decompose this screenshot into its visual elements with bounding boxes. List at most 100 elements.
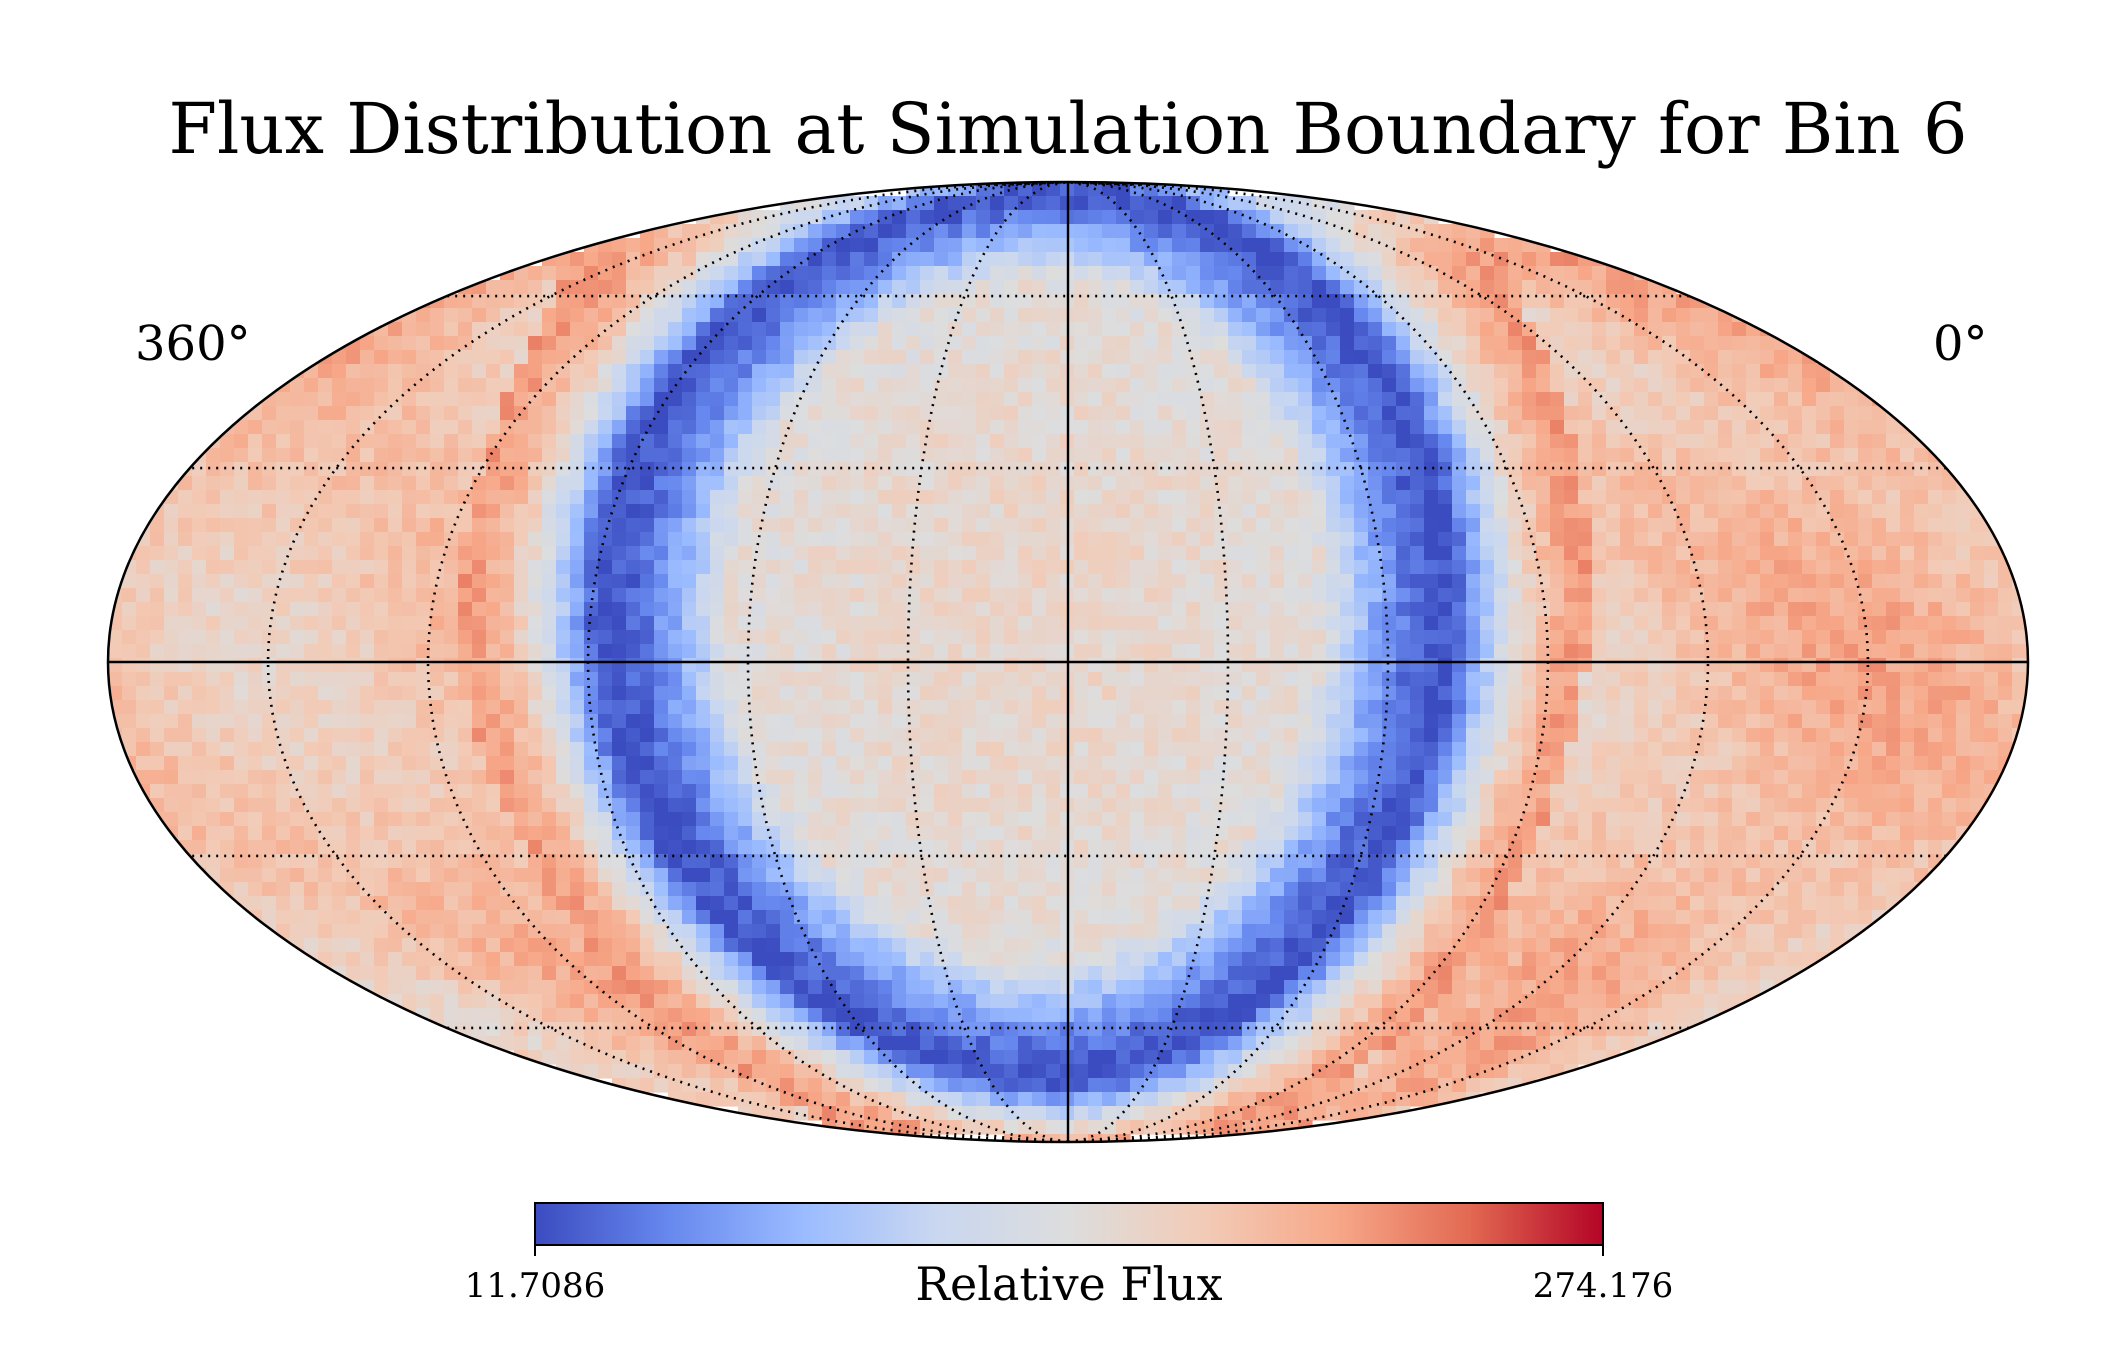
flux-pixel	[1788, 602, 1803, 617]
flux-pixel	[1522, 322, 1537, 337]
flux-pixel	[1270, 252, 1285, 267]
flux-pixel	[612, 714, 627, 729]
flux-pixel	[262, 448, 277, 463]
flux-pixel	[990, 588, 1005, 603]
flux-pixel	[1802, 448, 1817, 463]
flux-pixel	[696, 574, 711, 589]
flux-pixel	[1312, 630, 1327, 645]
flux-pixel	[318, 378, 333, 393]
flux-pixel	[850, 322, 865, 337]
flux-pixel	[248, 434, 263, 449]
flux-pixel	[1900, 672, 1915, 687]
flux-pixel	[612, 350, 627, 365]
flux-pixel	[472, 658, 487, 673]
flux-pixel	[1228, 574, 1243, 589]
flux-pixel	[696, 714, 711, 729]
flux-pixel	[1424, 462, 1439, 477]
flux-pixel	[1004, 560, 1019, 575]
flux-pixel	[290, 602, 305, 617]
flux-pixel	[822, 434, 837, 449]
flux-pixel	[1354, 686, 1369, 701]
flux-pixel	[640, 770, 655, 785]
flux-pixel	[304, 504, 319, 519]
flux-pixel	[234, 770, 249, 785]
flux-pixel	[962, 672, 977, 687]
flux-pixel	[1214, 588, 1229, 603]
flux-pixel	[374, 504, 389, 519]
flux-pixel	[1928, 574, 1943, 589]
flux-pixel	[934, 574, 949, 589]
flux-pixel	[1116, 392, 1131, 407]
flux-pixel	[1088, 630, 1103, 645]
flux-pixel	[962, 210, 977, 225]
flux-pixel	[1704, 560, 1719, 575]
flux-pixel	[122, 616, 137, 631]
flux-pixel	[1550, 630, 1565, 645]
flux-pixel	[472, 462, 487, 477]
flux-pixel	[1270, 770, 1285, 785]
flux-pixel	[486, 336, 501, 351]
flux-pixel	[1396, 686, 1411, 701]
flux-pixel	[598, 784, 613, 799]
flux-pixel	[1242, 560, 1257, 575]
flux-pixel	[500, 546, 515, 561]
flux-pixel	[514, 280, 529, 295]
flux-pixel	[360, 672, 375, 687]
flux-pixel	[1214, 602, 1229, 617]
flux-pixel	[850, 490, 865, 505]
flux-pixel	[1186, 546, 1201, 561]
flux-pixel	[1984, 630, 1999, 645]
flux-pixel	[1536, 350, 1551, 365]
flux-pixel	[1382, 630, 1397, 645]
flux-pixel	[920, 308, 935, 323]
flux-pixel	[1284, 378, 1299, 393]
flux-pixel	[892, 728, 907, 743]
flux-pixel	[738, 210, 753, 225]
flux-pixel	[1200, 658, 1215, 673]
flux-pixel	[136, 560, 151, 575]
flux-pixel	[1606, 560, 1621, 575]
flux-pixel	[500, 574, 515, 589]
flux-pixel	[206, 546, 221, 561]
flux-pixel	[696, 406, 711, 421]
flux-pixel	[1242, 364, 1257, 379]
flux-pixel	[1900, 714, 1915, 729]
flux-pixel	[1410, 294, 1425, 309]
flux-pixel	[1718, 504, 1733, 519]
flux-pixel	[1634, 336, 1649, 351]
flux-pixel	[416, 714, 431, 729]
flux-pixel	[444, 518, 459, 533]
flux-pixel	[1914, 448, 1929, 463]
flux-pixel	[1410, 420, 1425, 435]
flux-pixel	[1032, 644, 1047, 659]
flux-pixel	[1662, 518, 1677, 533]
flux-pixel	[570, 616, 585, 631]
flux-pixel	[850, 476, 865, 491]
flux-pixel	[962, 280, 977, 295]
flux-pixel	[1102, 448, 1117, 463]
flux-pixel	[416, 420, 431, 435]
flux-pixel	[906, 714, 921, 729]
flux-pixel	[1340, 770, 1355, 785]
flux-pixel	[822, 308, 837, 323]
flux-pixel	[1984, 700, 1999, 715]
flux-pixel	[1746, 672, 1761, 687]
flux-pixel	[1200, 294, 1215, 309]
flux-pixel	[1116, 602, 1131, 617]
flux-pixel	[1676, 490, 1691, 505]
flux-pixel	[1354, 532, 1369, 547]
flux-pixel	[318, 462, 333, 477]
flux-pixel	[668, 672, 683, 687]
flux-pixel	[626, 644, 641, 659]
flux-pixel	[262, 630, 277, 645]
flux-pixel	[1732, 756, 1747, 771]
flux-pixel	[458, 532, 473, 547]
flux-pixel	[1886, 686, 1901, 701]
flux-pixel	[1522, 434, 1537, 449]
flux-pixel	[962, 434, 977, 449]
flux-pixel	[1312, 574, 1327, 589]
flux-pixel	[458, 686, 473, 701]
flux-pixel	[1270, 378, 1285, 393]
flux-pixel	[1438, 714, 1453, 729]
flux-pixel	[1102, 196, 1117, 211]
